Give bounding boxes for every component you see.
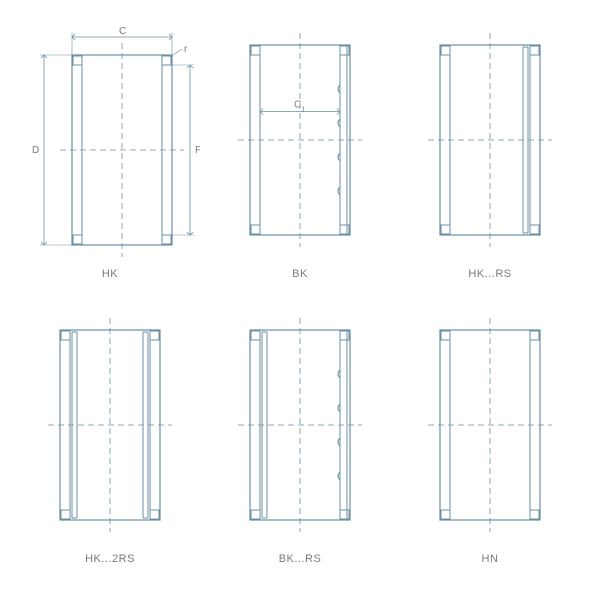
svg-text:r: r: [184, 44, 188, 55]
bearing-cell-hk_rs: HK...RS: [400, 20, 580, 305]
svg-text:C: C: [119, 26, 126, 37]
bearing-cell-hk_2rs: HK...2RS: [20, 305, 200, 590]
bearing-cell-bk: C1BK: [210, 20, 390, 305]
bearing-type-label: BK: [292, 268, 308, 280]
bearing-type-label: BK...RS: [279, 553, 322, 565]
bearing-cell-hk: Cr D Fw HK: [20, 20, 200, 305]
bearing-type-label: HK...2RS: [85, 553, 135, 565]
bearing-type-label: HN: [482, 553, 499, 565]
bearing-type-label: HK...RS: [468, 268, 511, 280]
bearing-cell-bk_rs: BK...RS: [210, 305, 390, 590]
svg-text:Fw: Fw: [195, 145, 200, 157]
bearing-type-label: HK: [102, 268, 118, 280]
bearing-diagram-grid: Cr D Fw HK C1BK HK...RS HK...2RS BK...RS HN: [0, 0, 600, 600]
bearing-cell-hn: HN: [400, 305, 580, 590]
svg-text:D: D: [32, 145, 39, 156]
